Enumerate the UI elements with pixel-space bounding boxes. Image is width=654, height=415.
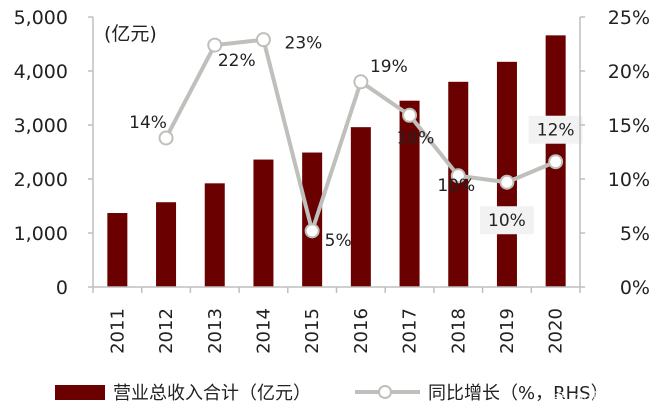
left-axis-tick-label: 5,000 xyxy=(14,7,68,29)
growth-marker xyxy=(402,107,418,123)
growth-data-label: 22% xyxy=(218,51,256,71)
legend-swatch-revenue xyxy=(55,385,105,400)
left-axis-tick-label: 3,000 xyxy=(14,115,68,137)
legend: 营业总收入合计（亿元） 同比增长（%，RHS） xyxy=(55,383,609,404)
growth-data-label: 10% xyxy=(437,176,475,196)
x-axis-tick-label: 2017 xyxy=(400,308,421,354)
right-axis-tick-label: 0% xyxy=(620,277,650,299)
left-axis-tick-label: 1,000 xyxy=(14,223,68,245)
growth-data-label: 23% xyxy=(285,34,323,54)
revenue-bar xyxy=(350,127,371,287)
x-axis-tick-label: 2020 xyxy=(546,308,567,354)
right-axis-tick-label: 15% xyxy=(608,115,650,137)
growth-data-label-box xyxy=(528,115,583,144)
legend-label-revenue: 营业总收入合计（亿元） xyxy=(113,383,311,404)
growth-data-label: 12% xyxy=(537,121,575,141)
left-axis-unit-label: (亿元) xyxy=(104,23,157,45)
left-axis-tick-label: 4,000 xyxy=(14,61,68,83)
revenue-bar xyxy=(204,183,225,287)
growth-marker xyxy=(353,74,369,90)
revenue-bar xyxy=(253,159,274,287)
right-axis-tick-label: 5% xyxy=(620,223,650,245)
x-axis-tick-label: 2012 xyxy=(156,308,177,354)
x-axis-tick-label: 2015 xyxy=(302,308,323,354)
left-axis-tick-label: 0 xyxy=(56,277,68,299)
x-axis-tick-label: 2019 xyxy=(497,308,518,354)
right-axis-tick-label: 20% xyxy=(608,61,650,83)
revenue-bar xyxy=(448,81,469,287)
x-axis-tick-label: 2016 xyxy=(351,308,372,354)
revenue-bar xyxy=(496,61,517,287)
growth-marker xyxy=(158,130,174,146)
growth-marker xyxy=(207,37,223,53)
growth-data-label: 10% xyxy=(488,211,526,231)
growth-data-label: 14% xyxy=(129,113,167,133)
growth-marker xyxy=(255,32,271,48)
left-axis-tick-label: 2,000 xyxy=(14,169,68,191)
growth-data-label: 5% xyxy=(325,231,352,251)
growth-marker xyxy=(499,174,515,190)
legend-label-growth: 同比增长（%，RHS） xyxy=(428,383,609,404)
x-axis-tick-label: 2013 xyxy=(205,308,226,354)
growth-data-label-box xyxy=(479,206,534,235)
revenue-bar xyxy=(399,100,420,287)
growth-marker xyxy=(304,223,320,239)
growth-data-label: 19% xyxy=(370,57,408,77)
x-axis-tick-label: 2014 xyxy=(253,308,274,354)
legend-marker-growth xyxy=(378,385,392,399)
growth-marker xyxy=(450,168,466,184)
revenue-bar xyxy=(107,213,128,287)
revenue-bar xyxy=(302,152,323,287)
x-axis-tick-label: 2011 xyxy=(107,308,128,354)
watermark-text: 头条 @渡口时记 xyxy=(540,390,642,407)
x-axis-tick-label: 2018 xyxy=(448,308,469,354)
revenue-bar xyxy=(156,202,177,287)
right-axis-tick-label: 25% xyxy=(608,7,650,29)
growth-data-label: 16% xyxy=(397,128,435,148)
growth-marker xyxy=(548,154,564,170)
right-axis-tick-label: 10% xyxy=(608,169,650,191)
